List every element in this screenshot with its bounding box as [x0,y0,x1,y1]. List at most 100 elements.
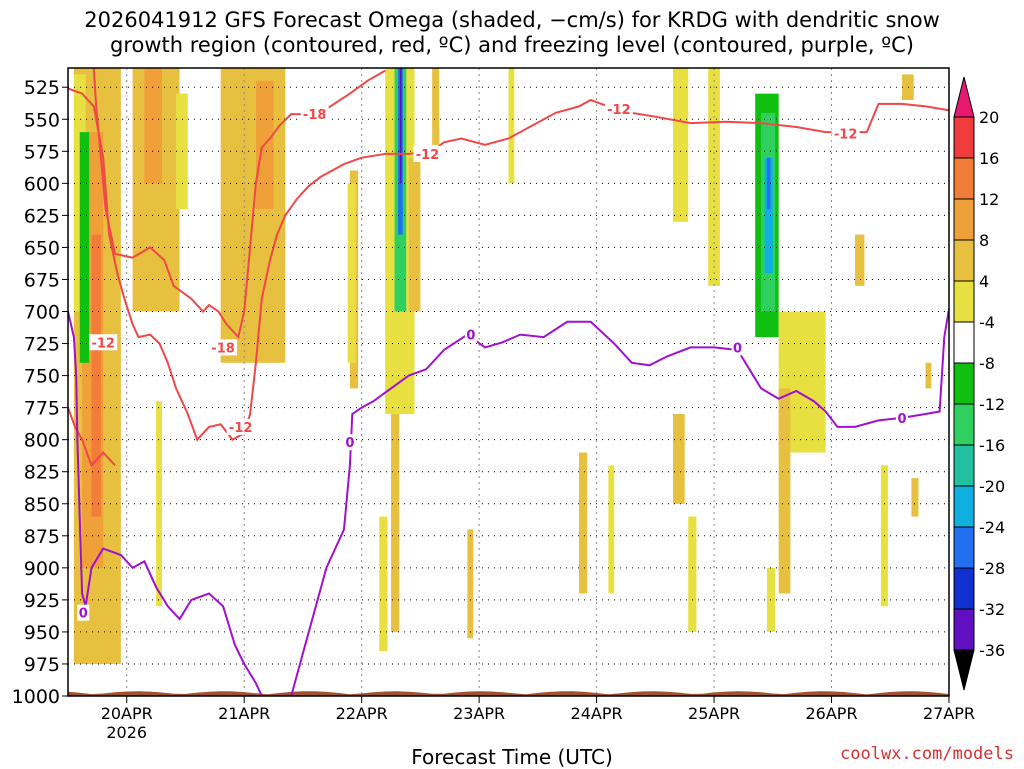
terrain-band [68,691,949,696]
omega-shaded-region [467,529,474,639]
credit-text: coolwx.com/models [840,744,1014,764]
omega-shaded-region [399,68,402,184]
colorbar-top-arrow [953,76,975,118]
colorbar-segment [953,280,975,323]
omega-shaded-region [766,157,771,209]
contour-label: 0 [79,607,88,622]
contour-label: -18 [211,341,235,356]
contour-label-background [300,106,329,123]
colorbar-label: 16 [979,149,999,168]
plot-frame [67,67,950,697]
omega-shaded-region [764,157,773,274]
y-tick-label: 875 [24,526,60,548]
contour-line--12 [68,87,949,442]
contour-label: -12 [416,148,440,163]
y-tick-label: 850 [24,494,60,516]
omega-shaded-region [925,362,932,389]
colorbar-segment [953,116,975,159]
omega-shaded-region [347,183,356,363]
colorbar-label: -24 [979,518,1005,537]
y-tick-label: 525 [24,77,60,99]
contour-label: -12 [607,103,631,118]
omega-shaded-region [176,93,188,209]
plot-area: -12 -12 -12 -12 -12 -18 -18 0 0 0 0 0 [68,68,949,696]
omega-shaded-region [778,388,791,594]
colorbar-label: 4 [979,272,989,291]
x-tick-label: 23APR [453,704,505,723]
y-tick-label: 975 [24,654,60,676]
y-tick-label: 600 [24,173,60,195]
omega-shaded-region [911,478,919,517]
contour-label: -12 [91,336,115,351]
omega-shaded-region [432,68,440,145]
chart-title-line-2: growth region (contoured, red, ºC) and f… [110,33,914,57]
contour-label-background [77,604,90,621]
colorbar-label: -20 [979,477,1005,496]
y-tick-label: 1000 [12,686,60,708]
colorbar-label: -28 [979,559,1005,578]
y-tick-label: 700 [24,302,60,324]
x-tick-label: 22APR [336,704,388,723]
colorbar-segment [953,526,975,569]
colorbar-segment [953,608,975,651]
chart-title-line-1: 2026041912 GFS Forecast Omega (shaded, −… [84,8,940,32]
omega-shaded-region [408,157,421,312]
omega-shaded-region [144,68,162,184]
y-tick-label: 750 [24,366,60,388]
y-tick-label: 825 [24,462,60,484]
x-axis-title: Forecast Time (UTC) [411,745,613,769]
contour-line--12 [68,407,116,468]
omega-shaded-region [578,452,588,594]
contour-label: 0 [897,412,906,427]
x-tick-label: 20APR [101,704,153,723]
omega-shaded-region [688,516,697,632]
contour-label: 0 [466,329,475,344]
contour-label: -12 [834,127,858,142]
omega-shaded-region [391,414,400,632]
omega-shaded-region [672,68,689,222]
contour-line-0 [290,308,949,696]
y-tick-label: 625 [24,205,60,227]
contour-line-0 [68,311,263,696]
contour-label-background [413,145,442,162]
contour-label: -18 [303,108,327,123]
x-tick-label: 24APR [571,704,623,723]
y-tick-label: 650 [24,237,60,259]
contour-label: -12 [229,421,253,436]
colorbar-segment [953,198,975,241]
x-tick-label: 27APR [923,704,975,723]
colorbar-segment [953,485,975,528]
omega-shaded-region [766,567,776,632]
omega-shaded-region [672,414,685,504]
omega-shaded-region [608,465,615,594]
omega-shaded-region [902,74,914,101]
contour-label-background [731,339,744,356]
y-tick-label: 900 [24,558,60,580]
colorbar-label: -12 [979,395,1005,414]
contour-label-background [896,409,909,426]
y-tick-label: 575 [24,141,60,163]
y-tick-label: 950 [24,622,60,644]
contour-label-background [226,418,255,435]
omega-shaded-region [379,516,388,652]
colorbar-segment [953,403,975,446]
omega-shaded-region [79,132,90,363]
contour-label-background [89,334,118,351]
y-tick-label: 550 [24,109,60,131]
colorbar-label: -8 [979,354,995,373]
contour-label: 0 [733,341,742,356]
omega-shaded-region [156,401,162,607]
colorbar-label: -32 [979,600,1005,619]
contour-label-background [604,101,633,118]
colorbar-bottom-arrow [953,649,975,691]
y-tick-label: 725 [24,334,60,356]
colorbar-segment [953,321,975,364]
contour-label-background [209,339,238,356]
omega-shaded-region [855,234,865,286]
colorbar-label: -36 [979,641,1005,660]
colorbar-label: 12 [979,190,999,209]
x-tick-label: 25APR [688,704,740,723]
colorbar-segment [953,239,975,282]
colorbar-segment [953,444,975,487]
